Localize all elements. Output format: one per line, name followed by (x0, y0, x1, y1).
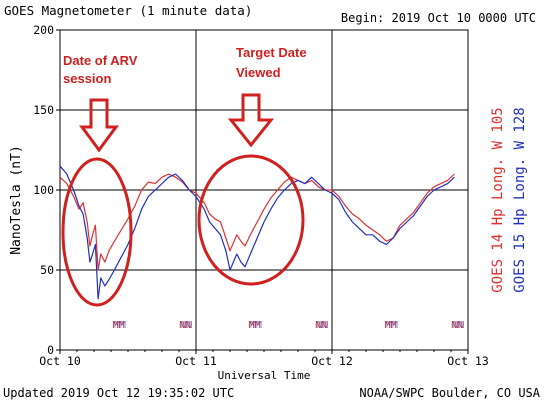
series-line-goes15 (59, 165, 455, 300)
y-tick-label: 200 (33, 23, 54, 37)
marker-label: MM (384, 320, 396, 331)
updated-timestamp: Updated 2019 Oct 12 19:35:02 UTC (3, 386, 234, 400)
marker-label: NN (451, 320, 463, 331)
legend-goes14: GOES 14 Hp Long. W 105 (490, 107, 506, 292)
y-tick-label: 150 (33, 103, 54, 117)
marker-label: MM (248, 320, 260, 331)
y-tick-label: 100 (33, 183, 54, 197)
x-tick-label: Oct 11 (175, 354, 217, 368)
marker-label: MM (112, 320, 124, 331)
marker-label-shadow: NN (181, 320, 193, 331)
marker-label-shadow: NN (317, 320, 329, 331)
highlight-ellipse-target (197, 154, 305, 286)
down-arrow-icon (227, 93, 275, 148)
annotation-target-line2: Viewed (236, 65, 281, 80)
marker-label-shadow: MM (114, 320, 126, 331)
marker-label-shadow: NN (453, 320, 465, 331)
legend-goes15: GOES 15 Hp Long. W 128 (512, 107, 528, 292)
data-source: NOAA/SWPC Boulder, CO USA (359, 386, 540, 400)
marker-label-shadow: MM (250, 320, 262, 331)
marker-label-shadow: MM (386, 320, 398, 331)
annotation-target-line1: Target Date (236, 45, 307, 60)
marker-label: NN (179, 320, 191, 331)
down-arrow-icon (79, 98, 119, 153)
annotation-arv-line2: session (63, 71, 111, 86)
y-axis-label: NanoTesla (nT) (9, 145, 24, 255)
x-tick-label: Oct 10 (39, 354, 81, 368)
annotation-target-date: Target Date Viewed (197, 45, 307, 286)
annotation-arv-session: Date of ARV session (61, 53, 138, 307)
chart-title: GOES Magnetometer (1 minute data) (4, 3, 252, 18)
y-tick-label: 50 (40, 263, 54, 277)
marker-label: NN (315, 320, 327, 331)
series-line-goes14 (59, 173, 455, 271)
begin-label: Begin: 2019 Oct 10 0000 UTC (341, 11, 536, 25)
x-tick-label: Oct 13 (447, 354, 489, 368)
highlight-ellipse-arv (61, 157, 133, 307)
annotation-arv-line1: Date of ARV (63, 53, 138, 68)
x-axis-label: Universal Time (218, 369, 311, 382)
series-layer (59, 165, 455, 300)
x-tick-label: Oct 12 (311, 354, 353, 368)
y-tick-label: 0 (47, 343, 54, 357)
axis-layer: 0 50 100 150 200 Oct 10 Oct 11 Oct 12 Oct 13 (33, 23, 489, 368)
